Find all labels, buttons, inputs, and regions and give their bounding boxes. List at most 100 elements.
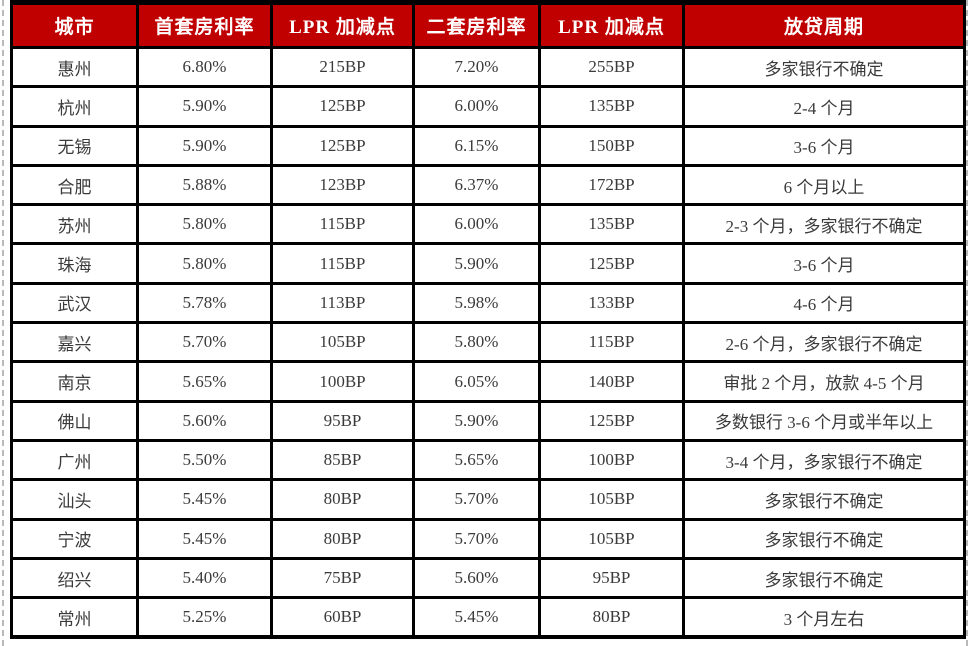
cell-city: 珠海 — [10, 242, 139, 285]
cell-lpr-points-first: 125BP — [270, 124, 415, 167]
cell-lpr-points-second: 80BP — [538, 596, 685, 639]
cell-first-home-rate: 5.25% — [136, 596, 273, 639]
cell-second-home-rate: 5.98% — [412, 281, 541, 325]
cell-lpr-points-first: 80BP — [270, 517, 415, 560]
cell-second-home-rate: 6.00% — [412, 203, 541, 246]
cell-lpr-points-first: 115BP — [270, 242, 415, 285]
cell-lpr-points-second: 115BP — [538, 321, 685, 364]
table-row: 嘉兴 5.70% 105BP 5.80% 115BP 2-6 个月，多家银行不确定 — [10, 321, 966, 364]
cell-lending-period: 多家银行不确定 — [682, 556, 966, 600]
column-header-second-home-rate: 二套房利率 — [412, 1, 541, 49]
cell-lpr-points-first: 123BP — [270, 163, 415, 207]
cell-first-home-rate: 5.90% — [136, 124, 273, 167]
cell-lpr-points-second: 140BP — [538, 360, 685, 403]
cell-lpr-points-first: 75BP — [270, 556, 415, 600]
table-row: 广州 5.50% 85BP 5.65% 100BP 3-4 个月，多家银行不确定 — [10, 438, 966, 482]
table-row: 武汉 5.78% 113BP 5.98% 133BP 4-6 个月 — [10, 281, 966, 325]
cell-second-home-rate: 6.00% — [412, 85, 541, 128]
cell-lpr-points-second: 150BP — [538, 124, 685, 167]
cell-second-home-rate: 5.60% — [412, 556, 541, 600]
table-row: 汕头 5.45% 80BP 5.70% 105BP 多家银行不确定 — [10, 478, 966, 521]
table-header: 城市 首套房利率 LPR 加减点 二套房利率 LPR 加减点 放贷周期 — [10, 1, 966, 49]
cell-city: 宁波 — [10, 517, 139, 560]
cell-lpr-points-first: 85BP — [270, 438, 415, 482]
table-row: 珠海 5.80% 115BP 5.90% 125BP 3-6 个月 — [10, 242, 966, 285]
cell-lending-period: 多家银行不确定 — [682, 517, 966, 560]
cell-first-home-rate: 5.50% — [136, 438, 273, 482]
table-row: 宁波 5.45% 80BP 5.70% 105BP 多家银行不确定 — [10, 517, 966, 560]
cell-second-home-rate: 6.37% — [412, 163, 541, 207]
cell-city: 合肥 — [10, 163, 139, 207]
cell-lpr-points-first: 80BP — [270, 478, 415, 521]
cell-lpr-points-second: 100BP — [538, 438, 685, 482]
cell-first-home-rate: 5.70% — [136, 321, 273, 364]
table-body: 惠州 6.80% 215BP 7.20% 255BP 多家银行不确定 杭州 5.90% 125B… — [10, 45, 966, 639]
cell-lpr-points-second: 105BP — [538, 478, 685, 521]
column-header-city: 城市 — [10, 1, 139, 49]
cell-first-home-rate: 6.80% — [136, 45, 273, 89]
column-header-lending-period: 放贷周期 — [682, 1, 966, 49]
cell-lending-period: 多数银行 3-6 个月或半年以上 — [682, 399, 966, 442]
cell-lpr-points-second: 105BP — [538, 517, 685, 560]
cell-lpr-points-second: 135BP — [538, 85, 685, 128]
cell-lending-period: 2-4 个月 — [682, 85, 966, 128]
cell-first-home-rate: 5.60% — [136, 399, 273, 442]
cell-second-home-rate: 5.90% — [412, 399, 541, 442]
cell-lpr-points-first: 113BP — [270, 281, 415, 325]
cell-city: 汕头 — [10, 478, 139, 521]
dashed-guide-left — [2, 0, 4, 646]
cell-lending-period: 6 个月以上 — [682, 163, 966, 207]
cell-lpr-points-second: 95BP — [538, 556, 685, 600]
cell-lending-period: 3-4 个月，多家银行不确定 — [682, 438, 966, 482]
cell-lpr-points-second: 255BP — [538, 45, 685, 89]
cell-second-home-rate: 5.65% — [412, 438, 541, 482]
table-row: 杭州 5.90% 125BP 6.00% 135BP 2-4 个月 — [10, 85, 966, 128]
cell-second-home-rate: 6.15% — [412, 124, 541, 167]
cell-lpr-points-second: 125BP — [538, 242, 685, 285]
cell-second-home-rate: 5.90% — [412, 242, 541, 285]
cell-city: 杭州 — [10, 85, 139, 128]
cell-city: 佛山 — [10, 399, 139, 442]
cell-lpr-points-first: 105BP — [270, 321, 415, 364]
cell-lending-period: 3-6 个月 — [682, 124, 966, 167]
cell-lending-period: 多家银行不确定 — [682, 45, 966, 89]
cell-lending-period: 3 个月左右 — [682, 596, 966, 639]
cell-second-home-rate: 7.20% — [412, 45, 541, 89]
cell-city: 广州 — [10, 438, 139, 482]
cell-lpr-points-first: 215BP — [270, 45, 415, 89]
cell-first-home-rate: 5.88% — [136, 163, 273, 207]
cell-lending-period: 4-6 个月 — [682, 281, 966, 325]
table-row: 常州 5.25% 60BP 5.45% 80BP 3 个月左右 — [10, 596, 966, 639]
table-row: 佛山 5.60% 95BP 5.90% 125BP 多数银行 3-6 个月或半年以上 — [10, 399, 966, 442]
table-row: 惠州 6.80% 215BP 7.20% 255BP 多家银行不确定 — [10, 45, 966, 89]
cell-lpr-points-first: 60BP — [270, 596, 415, 639]
cell-first-home-rate: 5.45% — [136, 517, 273, 560]
cell-city: 绍兴 — [10, 556, 139, 600]
cell-second-home-rate: 5.45% — [412, 596, 541, 639]
cell-lending-period: 审批 2 个月，放款 4-5 个月 — [682, 360, 966, 403]
cell-lending-period: 3-6 个月 — [682, 242, 966, 285]
cell-lpr-points-second: 133BP — [538, 281, 685, 325]
dashed-guide-right — [966, 0, 968, 646]
table-row: 无锡 5.90% 125BP 6.15% 150BP 3-6 个月 — [10, 124, 966, 167]
column-header-lpr-points-second: LPR 加减点 — [538, 1, 685, 49]
cell-lpr-points-first: 115BP — [270, 203, 415, 246]
cell-first-home-rate: 5.45% — [136, 478, 273, 521]
column-header-first-home-rate: 首套房利率 — [136, 1, 273, 49]
cell-lpr-points-first: 95BP — [270, 399, 415, 442]
cell-first-home-rate: 5.40% — [136, 556, 273, 600]
table-header-row: 城市 首套房利率 LPR 加减点 二套房利率 LPR 加减点 放贷周期 — [10, 1, 966, 49]
cell-lending-period: 2-6 个月，多家银行不确定 — [682, 321, 966, 364]
cell-lpr-points-second: 135BP — [538, 203, 685, 246]
cell-lending-period: 多家银行不确定 — [682, 478, 966, 521]
cell-first-home-rate: 5.90% — [136, 85, 273, 128]
cell-second-home-rate: 5.70% — [412, 478, 541, 521]
cell-city: 南京 — [10, 360, 139, 403]
cell-lpr-points-first: 100BP — [270, 360, 415, 403]
cell-second-home-rate: 6.05% — [412, 360, 541, 403]
table-row: 苏州 5.80% 115BP 6.00% 135BP 2-3 个月，多家银行不确定 — [10, 203, 966, 246]
cell-city: 武汉 — [10, 281, 139, 325]
table-row: 南京 5.65% 100BP 6.05% 140BP 审批 2 个月，放款 4-5 个月 — [10, 360, 966, 403]
cell-city: 苏州 — [10, 203, 139, 246]
cell-first-home-rate: 5.80% — [136, 203, 273, 246]
